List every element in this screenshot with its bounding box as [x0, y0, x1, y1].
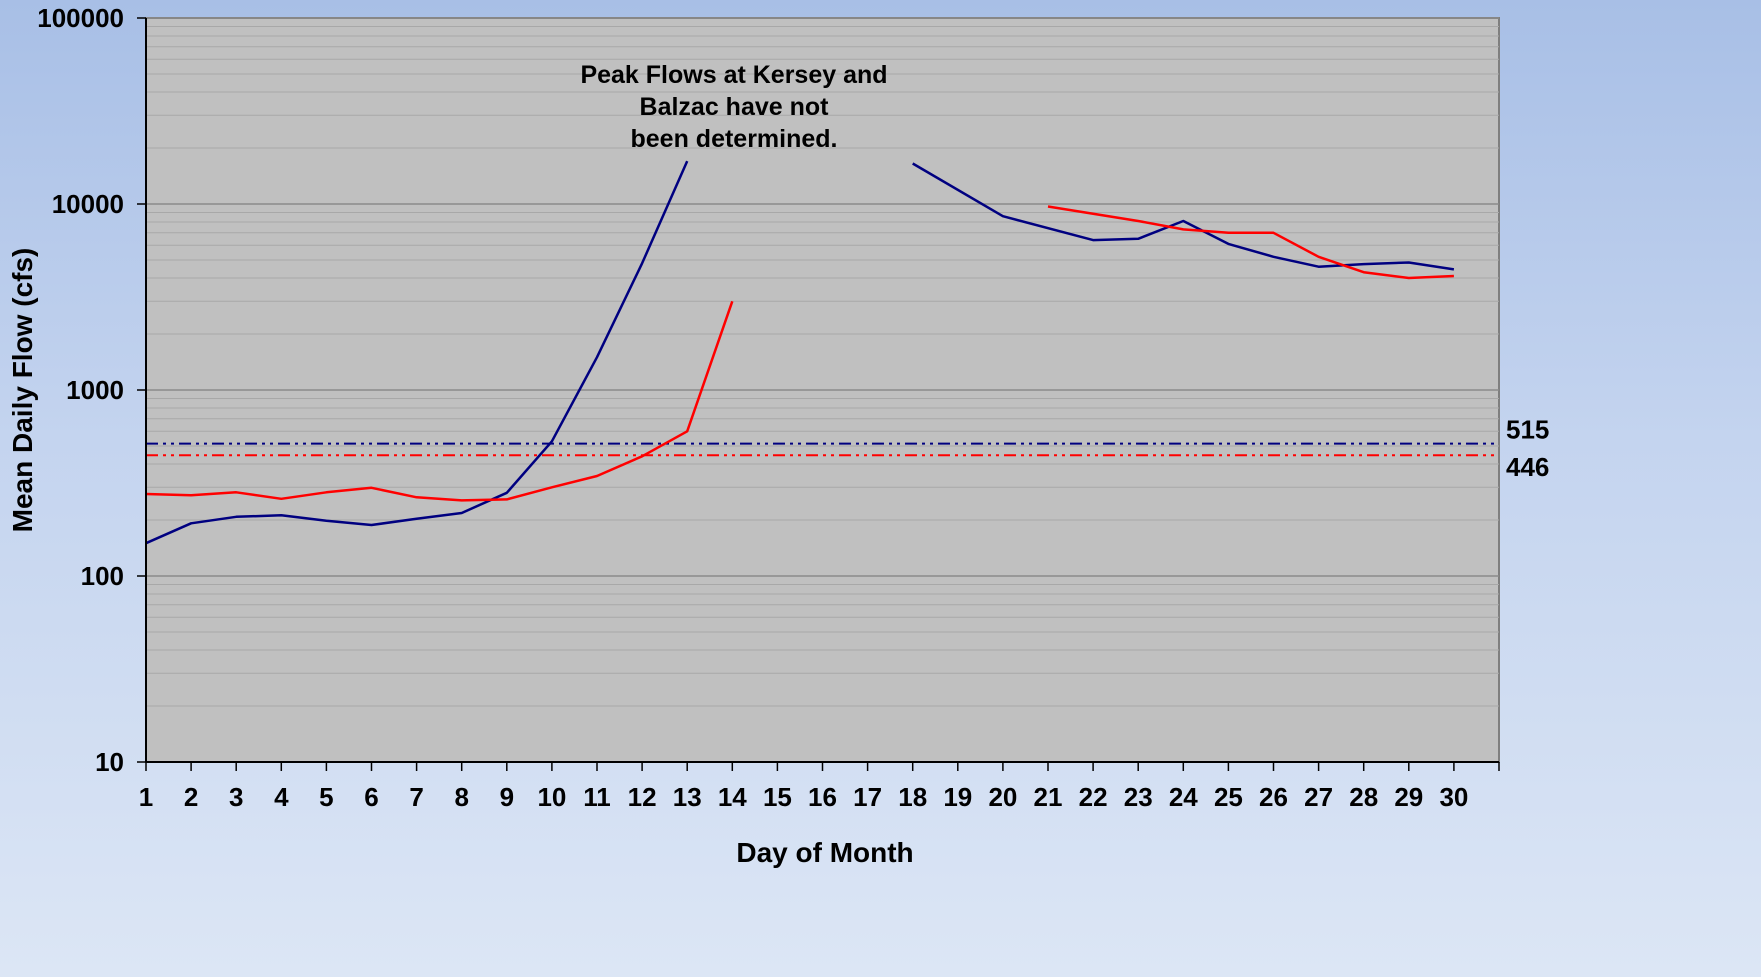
- x-tick-label: 21: [1034, 782, 1063, 812]
- x-tick-label: 4: [274, 782, 289, 812]
- x-tick-label: 29: [1394, 782, 1423, 812]
- reference-line-label: 446: [1506, 452, 1549, 482]
- series-lines: [145, 160, 1455, 545]
- x-tick-label: 12: [628, 782, 657, 812]
- x-tick-label: 7: [409, 782, 423, 812]
- gridlines: [146, 17, 1499, 763]
- y-tick-label: 1000: [66, 375, 124, 405]
- x-tick-label: 10: [537, 782, 566, 812]
- x-tick-label: 9: [500, 782, 514, 812]
- x-tick-label: 11: [583, 782, 611, 812]
- y-tick-label: 10: [95, 747, 124, 777]
- y-tick-label: 10000: [52, 189, 124, 219]
- series-line: [145, 160, 689, 545]
- x-axis-title: Day of Month: [736, 837, 913, 868]
- x-tick-label: 22: [1079, 782, 1108, 812]
- y-axis-title: Mean Daily Flow (cfs): [7, 248, 38, 533]
- x-tick-label: 20: [988, 782, 1017, 812]
- series-line: [1047, 205, 1454, 280]
- x-tick-label: 24: [1169, 782, 1198, 812]
- x-tick-label: 25: [1214, 782, 1243, 812]
- x-tick-label: 23: [1124, 782, 1153, 812]
- x-tick-label: 26: [1259, 782, 1288, 812]
- x-tick-label: 14: [718, 782, 747, 812]
- x-tick-label: 30: [1439, 782, 1468, 812]
- y-tick-label: 100000: [37, 3, 124, 33]
- x-tick-label: 17: [853, 782, 882, 812]
- tick-labels: 1 2 3 4 5 6 7 8 9 10 11 12 13 14 15 16 17 18 19 20 21 22 23 24 2…: [37, 3, 1500, 812]
- reference-line-label: 515: [1506, 415, 1549, 445]
- y-tick-label: 100: [81, 561, 124, 591]
- x-tick-label: 13: [673, 782, 702, 812]
- annotation-line: been determined.: [631, 125, 838, 153]
- x-tick-label: 15: [763, 782, 792, 812]
- x-tick-label: 27: [1304, 782, 1333, 812]
- x-tick-label: 19: [943, 782, 972, 812]
- x-tick-label: 1: [139, 782, 153, 812]
- x-tick-label: 18: [898, 782, 927, 812]
- x-tick-label: 8: [454, 782, 468, 812]
- x-tick-label: 5: [319, 782, 333, 812]
- series-line: [912, 162, 1455, 271]
- annotation-line: Peak Flows at Kersey and: [580, 61, 887, 89]
- chart-annotation: Peak Flows at Kersey and Balzac have not b…: [580, 61, 887, 153]
- x-tick-label: 3: [229, 782, 243, 812]
- x-tick-label: 2: [184, 782, 198, 812]
- series-line: [145, 300, 734, 502]
- annotation-line: Balzac have not: [640, 93, 830, 121]
- x-tick-label: 6: [364, 782, 378, 812]
- x-tick-label: 16: [808, 782, 837, 812]
- x-tick-label: 28: [1349, 782, 1378, 812]
